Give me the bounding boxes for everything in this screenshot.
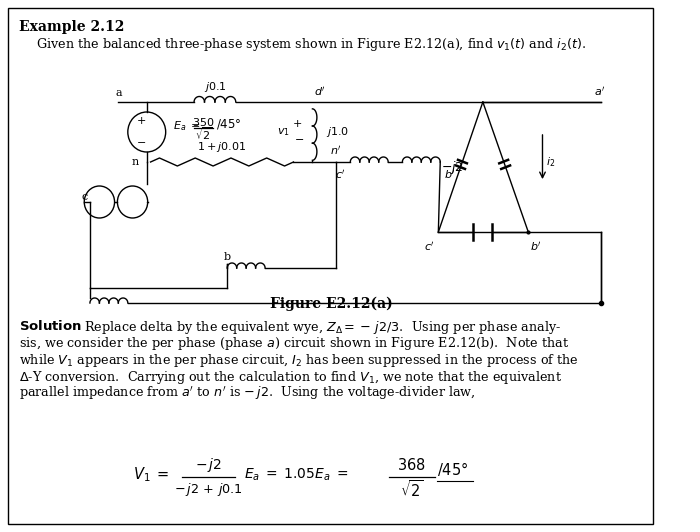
Text: $\sqrt{2}$: $\sqrt{2}$ <box>195 126 213 143</box>
Text: −: − <box>295 135 304 145</box>
Text: $/45°$: $/45°$ <box>216 117 241 131</box>
Text: $b'$: $b'$ <box>530 240 542 253</box>
Text: parallel impedance from $a'$ to $n'$ is $-\,j2$.  Using the voltage-divider law,: parallel impedance from $a'$ to $n'$ is … <box>19 385 475 403</box>
Text: $-\,j2$: $-\,j2$ <box>195 456 222 474</box>
Text: $i_2$: $i_2$ <box>546 155 556 169</box>
Text: b: b <box>224 252 231 262</box>
Text: $368$: $368$ <box>398 457 426 473</box>
Text: $1 + j0.01$: $1 + j0.01$ <box>197 140 247 154</box>
Text: $350$: $350$ <box>193 116 215 128</box>
Text: $n'$: $n'$ <box>330 144 342 157</box>
Text: $j1.0$: $j1.0$ <box>326 125 349 139</box>
Text: $-j2$: $-j2$ <box>441 159 464 176</box>
Text: c: c <box>82 192 88 202</box>
Text: $c'$: $c'$ <box>424 240 435 253</box>
Text: sis, we consider the per phase (phase $a$) circuit shown in Figure E2.12(b).  No: sis, we consider the per phase (phase $a… <box>19 336 569 353</box>
Text: −: − <box>136 138 146 148</box>
Text: $a'$: $a'$ <box>594 85 605 98</box>
Text: n: n <box>132 157 139 167</box>
Text: $E_a\;=$: $E_a\;=$ <box>174 119 201 133</box>
Text: a: a <box>115 88 122 98</box>
Text: $E_a\;=\;1.05E_a\;=$: $E_a\;=\;1.05E_a\;=$ <box>244 467 349 483</box>
Text: $v_1$: $v_1$ <box>277 126 290 138</box>
Text: $\mathbf{Solution}$: $\mathbf{Solution}$ <box>19 319 82 333</box>
Text: +: + <box>136 116 146 126</box>
Text: Example 2.12: Example 2.12 <box>19 20 125 34</box>
Text: Figure E2.12(a): Figure E2.12(a) <box>270 297 393 311</box>
FancyBboxPatch shape <box>8 8 653 524</box>
Text: $\sqrt{2}$: $\sqrt{2}$ <box>400 478 424 500</box>
Text: Replace delta by the equivalent wye, $Z_\Delta = -\,j2/3$.  Using per phase anal: Replace delta by the equivalent wye, $Z_… <box>76 319 561 336</box>
Text: while $V_1$ appears in the per phase circuit, $I_2$ has been suppressed in the p: while $V_1$ appears in the per phase cir… <box>19 352 579 369</box>
Text: $j0.1$: $j0.1$ <box>204 80 228 94</box>
Text: $-\,j2\,+\,j0.1$: $-\,j2\,+\,j0.1$ <box>174 480 243 497</box>
Text: Given the balanced three-phase system shown in Figure E2.12(a), find $v_1(t)$ an: Given the balanced three-phase system sh… <box>36 36 587 53</box>
Text: $d'$: $d'$ <box>314 85 326 98</box>
Text: $V_1\;=$: $V_1\;=$ <box>132 466 169 484</box>
Text: $\Delta$-Y conversion.  Carrying out the calculation to find $V_1$, we note that: $\Delta$-Y conversion. Carrying out the … <box>19 369 562 386</box>
Text: +: + <box>293 119 302 129</box>
Text: $c'$: $c'$ <box>335 168 346 181</box>
Text: $b'$: $b'$ <box>444 168 456 181</box>
Text: $/45°$: $/45°$ <box>438 460 469 478</box>
